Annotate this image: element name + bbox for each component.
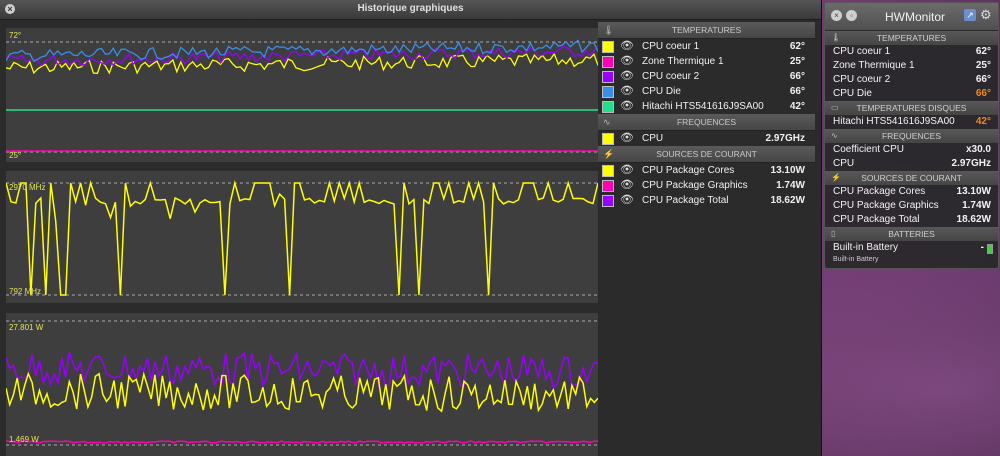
pulse-icon: ∿ [831,131,838,140]
hw-section-power: ⚡ SOURCES DE COURANT [825,171,998,185]
lightning-icon: ⚡ [603,149,615,159]
graph-top-label: 2970 MHz [9,183,46,192]
eye-icon[interactable]: 👁 [620,100,634,112]
power-series-total [6,351,598,389]
hw-section-batteries: ▯ BATTERIES [825,227,998,241]
frequency-graph-svg [6,180,598,296]
color-swatch[interactable] [602,195,614,207]
gear-icon[interactable]: ⚙ [980,7,992,22]
sensor-row-cpu-core2[interactable]: 👁 CPU coeur 2 66° [598,69,815,84]
hw-section-disk-temperatures: ▭ TEMPERATURES DISQUES [825,101,998,115]
hwmonitor-header: × ◦ HWMonitor ↗ ⚙ [825,3,998,31]
color-swatch[interactable] [602,41,614,53]
lightning-icon: ⚡ [831,173,841,182]
sensor-row-package-cores[interactable]: 👁 CPU Package Cores 13.10W [598,163,815,178]
hw-row: CPU coeur 1 62° [833,46,991,57]
color-swatch[interactable] [602,165,614,177]
eye-icon[interactable]: 👁 [620,55,634,67]
graph-top-label: 27.801 W [9,323,44,332]
graph-bottom-label: 25° [9,151,22,160]
battery-icon: ▯ [831,229,836,238]
hw-section-frequencies: ∿ FREQUENCES [825,129,998,143]
hw-row: CPU Package Total 18.62W [833,214,991,225]
eye-icon[interactable]: 👁 [620,164,634,176]
hw-row: Built-in Battery - [825,241,998,255]
minimize-icon[interactable]: ◦ [846,10,857,21]
eye-icon[interactable]: 👁 [620,132,634,144]
hw-row: Hitachi HTS541616J9SA00 42° [833,116,991,127]
eye-icon[interactable]: 👁 [620,40,634,52]
battery-icon [987,244,993,254]
eye-icon[interactable]: 👁 [620,194,634,206]
thermometer-icon: 🌡 [603,25,615,35]
sensor-row-package-total[interactable]: 👁 CPU Package Total 18.62W [598,193,815,208]
window-title: Historique graphiques [357,3,464,14]
power-graph: 27.801 W 1.469 W [6,313,598,456]
hw-row: CPU Package Graphics 1.74W [833,200,991,211]
hw-row-subtext: Built-in Battery [833,256,879,263]
temperature-graph-svg [6,39,598,153]
color-swatch[interactable] [602,101,614,113]
color-swatch[interactable] [602,71,614,83]
eye-icon[interactable]: 👁 [620,85,634,97]
pulse-icon: ∿ [603,117,611,127]
hw-row: Zone Thermique 1 25° [833,60,991,71]
hw-row: CPU Package Cores 13.10W [833,186,991,197]
sensor-row-cpu-die[interactable]: 👁 CPU Die 66° [598,84,815,99]
sensor-row-cpu-core1[interactable]: 👁 CPU coeur 1 62° [598,39,815,54]
sensor-row-package-graphics[interactable]: 👁 CPU Package Graphics 1.74W [598,178,815,193]
section-header-frequences: ∿ FREQUENCES [598,114,815,131]
color-swatch[interactable] [602,180,614,192]
hw-row: CPU coeur 2 66° [833,74,991,85]
eye-icon[interactable]: 👁 [620,179,634,191]
sensor-row-hitachi[interactable]: 👁 Hitachi HTS541616J9SA00 42° [598,99,815,114]
title-bar[interactable]: × Historique graphiques [0,0,821,20]
hw-row: CPU Die 66° [833,88,991,99]
thermometer-icon: 🌡 [831,33,842,42]
temp-series-core1 [6,52,598,75]
sensor-legend-table: 🌡 TEMPERATURES 👁 CPU coeur 1 62° 👁 Zone The… [598,22,815,456]
temp-series-core2 [6,45,598,67]
section-header-sources-de-courant: ⚡ SOURCES DE COURANT [598,146,815,163]
temp-series-die [6,39,598,63]
hw-section-temperatures: 🌡 TEMPERATURES [825,31,998,45]
color-swatch[interactable] [602,133,614,145]
hwmonitor-panel: × ◦ HWMonitor ↗ ⚙ 🌡 TEMPERATURES CPU coeu… [824,2,999,269]
freq-series-cpu [6,180,598,296]
power-series-graphics [6,440,598,444]
sensor-row-cpu-frequency[interactable]: 👁 CPU 2.97GHz [598,131,815,146]
power-graph-svg [6,320,598,446]
temperature-graph: 72° 25° [6,28,598,162]
close-icon[interactable]: × [831,10,842,21]
section-header-temperatures: 🌡 TEMPERATURES [598,22,815,39]
hwmonitor-title: HWMonitor [885,10,946,24]
graph-icon[interactable]: ↗ [964,9,976,21]
eye-icon[interactable]: 👁 [620,70,634,82]
color-swatch[interactable] [602,56,614,68]
color-swatch[interactable] [602,86,614,98]
graph-bottom-label: 1.469 W [9,435,39,444]
disk-icon: ▭ [831,103,839,112]
graph-top-label: 72° [9,31,22,40]
hw-row: CPU 2.97GHz [833,158,991,169]
power-series-cores [6,371,598,413]
history-graphs-window: × Historique graphiques 72° 25° 2970 MHz… [0,0,822,456]
graph-bottom-label: 792 MHz [9,287,42,296]
hw-row: Coefficient CPU x30.0 [833,144,991,155]
sensor-row-zone-thermique[interactable]: 👁 Zone Thermique 1 25° [598,54,815,69]
close-icon[interactable]: × [5,4,15,14]
frequency-graph: 2970 MHz 792 MHz [6,171,598,303]
